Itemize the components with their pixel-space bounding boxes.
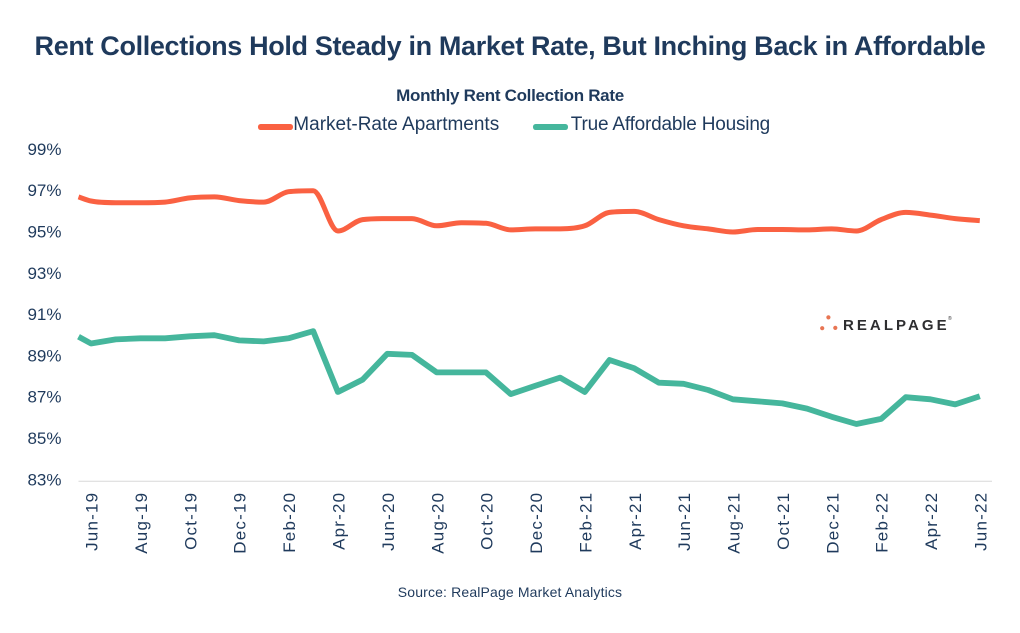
svg-text:85%: 85% bbox=[27, 429, 61, 448]
svg-text:Dec-19: Dec-19 bbox=[231, 492, 250, 554]
svg-text:Apr-20: Apr-20 bbox=[330, 492, 349, 550]
svg-text:Aug-19: Aug-19 bbox=[132, 492, 151, 554]
svg-text:89%: 89% bbox=[27, 346, 61, 365]
svg-text:Aug-21: Aug-21 bbox=[725, 492, 744, 554]
svg-text:Jun-21: Jun-21 bbox=[675, 492, 694, 551]
svg-text:Jun-20: Jun-20 bbox=[379, 492, 398, 551]
svg-text:Feb-21: Feb-21 bbox=[576, 492, 595, 553]
svg-text:99%: 99% bbox=[27, 140, 61, 159]
svg-text:91%: 91% bbox=[27, 305, 61, 324]
svg-text:Apr-21: Apr-21 bbox=[626, 492, 645, 550]
svg-text:97%: 97% bbox=[27, 181, 61, 200]
svg-text:95%: 95% bbox=[27, 223, 61, 242]
svg-text:Dec-21: Dec-21 bbox=[823, 492, 842, 554]
svg-text:®: ® bbox=[948, 315, 952, 322]
svg-text:Feb-22: Feb-22 bbox=[873, 492, 892, 553]
svg-text:Aug-20: Aug-20 bbox=[428, 492, 447, 554]
svg-text:93%: 93% bbox=[27, 264, 61, 283]
svg-text:87%: 87% bbox=[27, 388, 61, 407]
svg-text:Jun-19: Jun-19 bbox=[83, 492, 102, 551]
svg-text:Dec-20: Dec-20 bbox=[527, 492, 546, 554]
svg-text:83%: 83% bbox=[27, 470, 61, 489]
svg-text:Feb-20: Feb-20 bbox=[280, 492, 299, 553]
svg-text:Oct-19: Oct-19 bbox=[181, 492, 200, 550]
svg-text:Apr-22: Apr-22 bbox=[922, 492, 941, 550]
svg-text:REALPAGE: REALPAGE bbox=[843, 317, 950, 334]
svg-text:Oct-20: Oct-20 bbox=[478, 492, 497, 550]
svg-text:Oct-21: Oct-21 bbox=[774, 492, 793, 550]
svg-text:Jun-22: Jun-22 bbox=[971, 492, 990, 551]
